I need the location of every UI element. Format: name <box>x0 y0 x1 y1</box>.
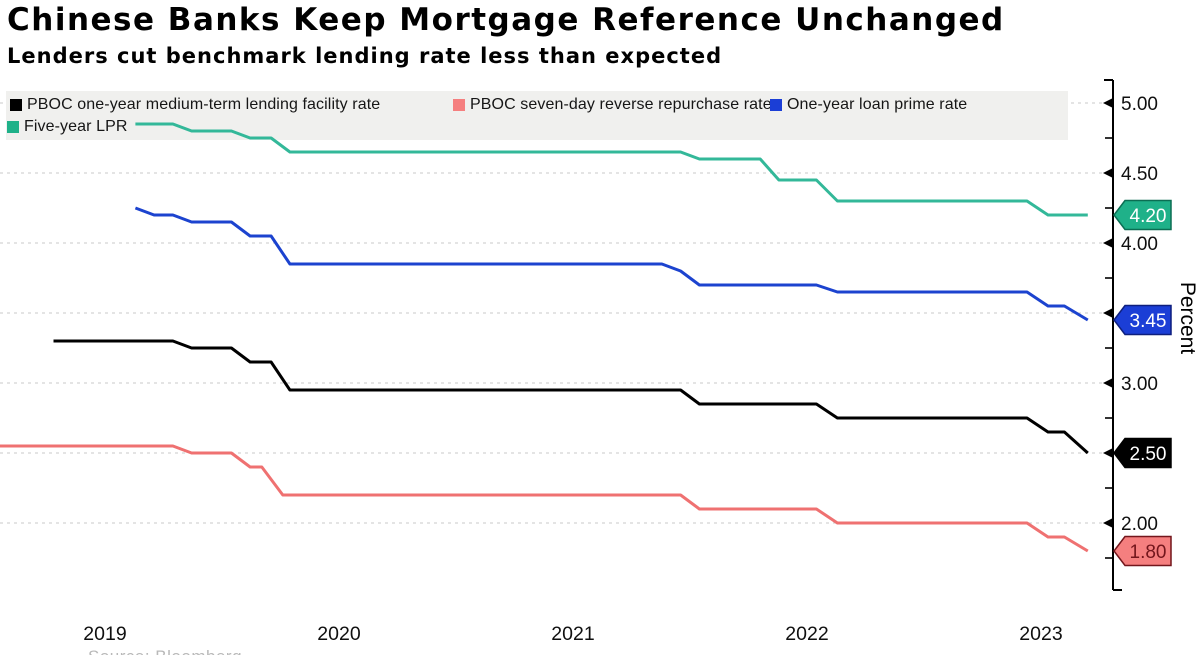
y-axis-title: Percent <box>1176 282 1199 355</box>
end-label-value: 4.20 <box>1130 206 1167 227</box>
x-axis-year-label: 2023 <box>1019 623 1062 645</box>
legend-item-3: One-year loan prime rate <box>770 96 967 114</box>
y-axis-tick-arrow <box>1103 238 1113 248</box>
end-label-badge <box>1113 535 1172 567</box>
source-note: Source: Bloomberg <box>88 647 408 655</box>
series-line-2 <box>0 444 1089 553</box>
y-axis-tick-label: 5.00 <box>1121 94 1158 115</box>
source-note-text: Source: Bloomberg <box>88 647 242 655</box>
series-line-4 <box>135 122 1088 217</box>
legend-item-1: PBOC one-year medium-term lending facili… <box>10 96 380 114</box>
y-axis-tick-arrow <box>1103 308 1113 318</box>
x-axis-year-label: 2021 <box>551 623 594 645</box>
y-axis-tick-arrow <box>1103 98 1113 108</box>
end-label-badge <box>1113 437 1172 469</box>
y-axis-tick-label: 3.00 <box>1121 374 1158 395</box>
x-axis-year-label: 2022 <box>785 623 828 645</box>
chart-title: Chinese Banks Keep Mortgage Reference Un… <box>7 2 1005 38</box>
y-axis-tick-arrow <box>1103 448 1113 458</box>
series-line-3 <box>134 206 1089 322</box>
series-line-1 <box>53 339 1089 455</box>
end-label-value: 2.50 <box>1130 444 1167 465</box>
legend-item-label: PBOC one-year medium-term lending facili… <box>27 96 381 113</box>
end-label-value: 3.45 <box>1130 311 1167 332</box>
y-axis-tick-label: 2.00 <box>1121 514 1158 535</box>
legend-item-4: Five-year LPR <box>7 118 128 136</box>
legend-item-label: PBOC seven-day reverse repurchase rate <box>470 96 772 113</box>
end-label-badge <box>1113 304 1172 336</box>
legend-swatch-icon <box>7 121 19 133</box>
x-axis-year-label: 2019 <box>83 623 126 645</box>
end-label-badge <box>1113 199 1172 231</box>
legend-background <box>6 91 1068 140</box>
legend-swatch-icon <box>10 99 22 111</box>
y-axis-tick-arrow <box>1103 168 1113 178</box>
y-axis-tick-label: 4.00 <box>1121 234 1158 255</box>
y-axis-tick-arrow <box>1103 378 1113 388</box>
legend-swatch-icon <box>770 99 782 111</box>
legend-swatch-icon <box>453 99 465 111</box>
x-axis-year-label: 2020 <box>317 623 361 645</box>
legend-item-label: Five-year LPR <box>24 118 128 135</box>
end-label-value: 1.80 <box>1130 542 1167 563</box>
legend-item-label: One-year loan prime rate <box>787 96 968 113</box>
chart-subtitle: Lenders cut benchmark lending rate less … <box>7 44 723 68</box>
y-axis-tick-label: 4.50 <box>1121 164 1158 185</box>
y-axis-tick-arrow <box>1103 518 1113 528</box>
legend-item-2: PBOC seven-day reverse repurchase rate <box>453 96 772 114</box>
